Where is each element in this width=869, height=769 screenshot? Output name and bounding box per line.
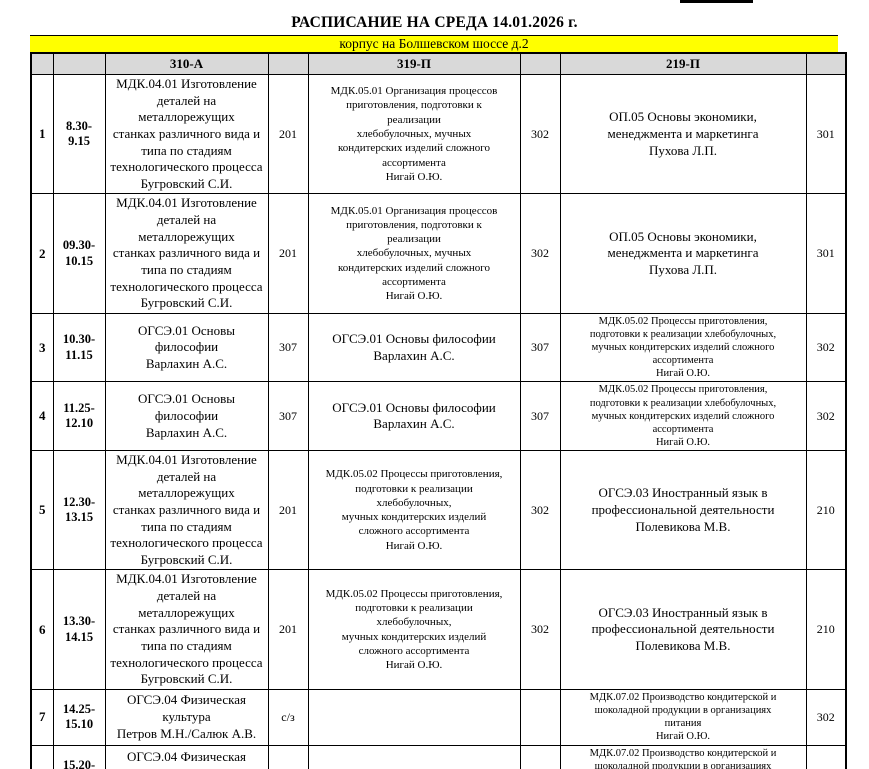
subject-319p: ОГСЭ.01 Основы философии Варлахин А.С. (307, 312, 521, 383)
subject-310a: МДК.04.01 Изготовление деталей на металл… (104, 193, 269, 314)
subject-219p: ОГСЭ.03 Иностранный язык в профессиональ… (559, 449, 807, 571)
subject-310a: МДК.04.01 Изготовление деталей на металл… (104, 73, 269, 195)
page-title: РАСПИСАНИЕ НА СРЕДА 14.01.2026 г. (291, 14, 578, 31)
subject-219p: ОГСЭ.03 Иностранный язык в профессиональ… (559, 569, 807, 690)
room-310a: с/з (267, 744, 309, 769)
lesson-number: 6 (30, 569, 54, 690)
subject-310a: ОГСЭ.04 Физическая культура Петров М.Н./… (104, 688, 269, 746)
lesson-row-8: 8 15.20- 16.05 ОГСЭ.04 Физическая культу… (30, 744, 847, 769)
lesson-number: 5 (30, 449, 54, 571)
campus-subtitle: корпус на Болшевском шоссе д.2 (339, 36, 529, 51)
room-310a: с/з (267, 688, 309, 746)
header-time (52, 52, 106, 75)
lesson-time: 12.30- 13.15 (52, 449, 106, 571)
subject-219p: МДК.05.02 Процессы приготовления, подгот… (559, 381, 807, 451)
room-319p: 302 (519, 569, 561, 690)
subject-310a: ОГСЭ.01 Основы философии Варлахин А.С. (104, 312, 269, 383)
room-319p: 302 (519, 193, 561, 314)
room-310a: 201 (267, 73, 309, 195)
header-group-319p: 319-П (307, 52, 521, 75)
subject-319p: МДК.05.02 Процессы приготовления, подгот… (307, 569, 521, 690)
header-row: 310-А 319-П 219-П (30, 52, 847, 75)
subject-310a: МДК.04.01 Изготовление деталей на металл… (104, 569, 269, 690)
room-219p: 302 (805, 688, 847, 746)
subject-219p: МДК.07.02 Производство кондитерской и шо… (559, 744, 807, 769)
room-310a: 307 (267, 381, 309, 451)
subject-319p (307, 688, 521, 746)
lesson-time: 15.20- 16.05 (52, 744, 106, 769)
room-219p: 210 (805, 569, 847, 690)
room-219p: 210 (805, 449, 847, 571)
subject-319p: МДК.05.02 Процессы приготовления, подгот… (307, 449, 521, 571)
scan-artifact-bar (680, 0, 753, 3)
room-319p: 302 (519, 73, 561, 195)
subject-219p: МДК.07.02 Производство кондитерской и шо… (559, 688, 807, 746)
subject-310a: МДК.04.01 Изготовление деталей на металл… (104, 449, 269, 571)
room-310a: 307 (267, 312, 309, 383)
lesson-time: 14.25- 15.10 (52, 688, 106, 746)
room-319p: 307 (519, 312, 561, 383)
room-319p (519, 744, 561, 769)
subject-319p: МДК.05.01 Организация процессов приготов… (307, 193, 521, 314)
schedule-table: 310-А 319-П 219-П 1 8.30- 9.15 МДК.04.01… (30, 52, 847, 769)
room-319p (519, 688, 561, 746)
lesson-time: 13.30- 14.15 (52, 569, 106, 690)
subject-219p: ОП.05 Основы экономики, менеджмента и ма… (559, 73, 807, 195)
lesson-time: 09.30- 10.15 (52, 193, 106, 314)
header-room-319p (519, 52, 561, 75)
room-319p: 307 (519, 381, 561, 451)
header-group-219p: 219-П (559, 52, 807, 75)
lesson-number: 1 (30, 73, 54, 195)
room-219p: 301 (805, 73, 847, 195)
lesson-row-5: 5 12.30- 13.15 МДК.04.01 Изготовление де… (30, 449, 847, 571)
subject-310a: ОГСЭ.01 Основы философии Варлахин А.С. (104, 381, 269, 451)
subject-319p: ОГСЭ.01 Основы философии Варлахин А.С. (307, 381, 521, 451)
subject-310a: ОГСЭ.04 Физическая культура Петров М.Н./… (104, 744, 269, 769)
lesson-number: 2 (30, 193, 54, 314)
room-219p: 302 (805, 744, 847, 769)
lesson-number: 8 (30, 744, 54, 769)
room-310a: 201 (267, 193, 309, 314)
lesson-time: 10.30- 11.15 (52, 312, 106, 383)
room-219p: 302 (805, 381, 847, 451)
lesson-row-4: 4 11.25- 12.10 ОГСЭ.01 Основы философии … (30, 381, 847, 451)
lesson-row-6: 6 13.30- 14.15 МДК.04.01 Изготовление де… (30, 569, 847, 690)
header-room-310a (267, 52, 309, 75)
lesson-row-7: 7 14.25- 15.10 ОГСЭ.04 Физическая культу… (30, 688, 847, 746)
subject-219p: ОП.05 Основы экономики, менеджмента и ма… (559, 193, 807, 314)
room-219p: 302 (805, 312, 847, 383)
header-group-310a: 310-А (104, 52, 269, 75)
room-319p: 302 (519, 449, 561, 571)
lesson-row-3: 3 10.30- 11.15 ОГСЭ.01 Основы философии … (30, 312, 847, 383)
lesson-number: 7 (30, 688, 54, 746)
lesson-time: 11.25- 12.10 (52, 381, 106, 451)
lesson-number: 4 (30, 381, 54, 451)
header-room-219p (805, 52, 847, 75)
subject-219p: МДК.05.02 Процессы приготовления, подгот… (559, 312, 807, 383)
lesson-number: 3 (30, 312, 54, 383)
subject-319p (307, 744, 521, 769)
room-310a: 201 (267, 449, 309, 571)
room-219p: 301 (805, 193, 847, 314)
subject-319p: МДК.05.01 Организация процессов приготов… (307, 73, 521, 195)
lesson-row-2: 2 09.30- 10.15 МДК.04.01 Изготовление де… (30, 193, 847, 314)
lesson-row-1: 1 8.30- 9.15 МДК.04.01 Изготовление дета… (30, 73, 847, 195)
campus-subtitle-band: корпус на Болшевском шоссе д.2 (30, 35, 838, 52)
room-310a: 201 (267, 569, 309, 690)
header-num (30, 52, 54, 75)
lesson-time: 8.30- 9.15 (52, 73, 106, 195)
